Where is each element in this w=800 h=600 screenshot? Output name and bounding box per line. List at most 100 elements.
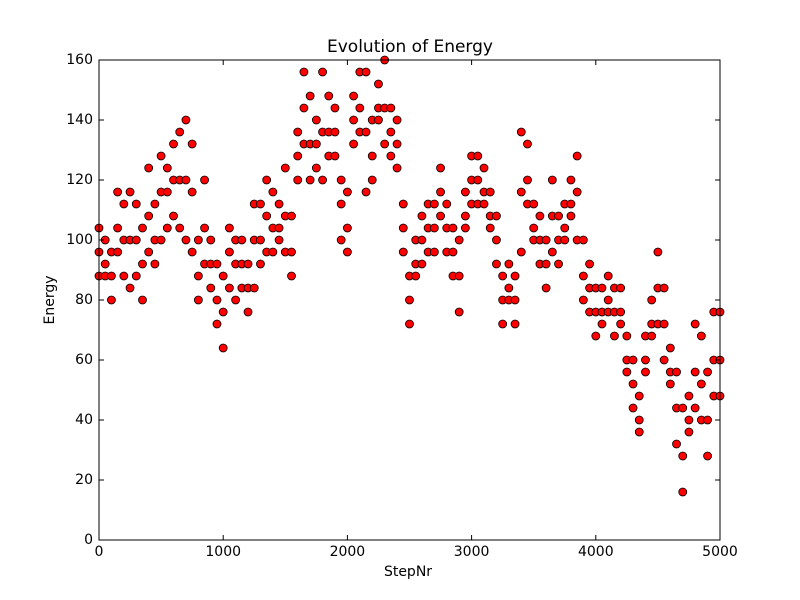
- point: [144, 247, 154, 257]
- point: [659, 319, 669, 329]
- point: [131, 199, 141, 209]
- point: [374, 115, 383, 125]
- point: [684, 415, 694, 425]
- point: [299, 103, 309, 113]
- point: [181, 115, 191, 125]
- point: [256, 259, 265, 269]
- point: [690, 319, 700, 329]
- point: [156, 151, 166, 161]
- point: [504, 259, 514, 269]
- point: [684, 391, 694, 401]
- y-tick-label: 160: [66, 52, 93, 68]
- point: [597, 283, 607, 293]
- point: [231, 295, 241, 305]
- point: [398, 247, 408, 257]
- point: [113, 247, 123, 257]
- point: [566, 199, 576, 209]
- point: [342, 223, 352, 233]
- point: [473, 151, 483, 161]
- point: [206, 235, 216, 245]
- point: [386, 151, 396, 161]
- point: [628, 355, 638, 365]
- point: [547, 175, 557, 185]
- point: [603, 271, 613, 281]
- point: [659, 283, 669, 293]
- y-tick-label: 100: [66, 232, 93, 248]
- point: [696, 379, 706, 389]
- point: [696, 331, 706, 341]
- axes: 0 1000 2000 3000 4000 5000 0 20 40 60 80 100 120 140 1…: [66, 52, 738, 560]
- point: [150, 259, 160, 269]
- point: [436, 211, 445, 221]
- point: [181, 235, 191, 245]
- point: [442, 199, 452, 209]
- point: [665, 343, 675, 353]
- point: [485, 223, 495, 233]
- point: [311, 163, 321, 173]
- point: [578, 235, 588, 245]
- point: [460, 187, 470, 197]
- point: [659, 355, 669, 365]
- point: [169, 139, 178, 149]
- point: [361, 187, 371, 197]
- point: [318, 67, 327, 77]
- point: [218, 343, 228, 353]
- point: [560, 235, 570, 245]
- point: [510, 319, 520, 329]
- point: [125, 187, 135, 197]
- point: [690, 367, 700, 377]
- point: [473, 175, 483, 185]
- point: [616, 283, 626, 293]
- x-tick-label: 4000: [578, 544, 614, 560]
- point: [703, 451, 712, 461]
- point: [603, 295, 613, 305]
- point: [193, 235, 203, 245]
- point: [311, 139, 321, 149]
- point: [665, 379, 675, 389]
- point: [212, 319, 222, 329]
- point: [516, 187, 526, 197]
- point: [187, 247, 197, 257]
- point: [262, 211, 272, 221]
- point: [678, 451, 688, 461]
- point: [162, 187, 172, 197]
- point: [516, 247, 526, 257]
- point: [572, 187, 582, 197]
- point: [131, 235, 141, 245]
- point: [460, 211, 470, 221]
- y-tick-label: 80: [75, 292, 93, 308]
- point: [498, 271, 508, 281]
- point: [268, 247, 278, 257]
- point: [448, 247, 458, 257]
- point: [212, 259, 222, 269]
- point: [367, 151, 377, 161]
- point: [256, 199, 265, 209]
- point: [454, 307, 464, 317]
- point: [280, 163, 290, 173]
- point: [429, 199, 439, 209]
- point: [572, 151, 582, 161]
- point: [454, 235, 464, 245]
- point: [672, 367, 681, 377]
- point: [585, 259, 594, 269]
- point: [243, 307, 253, 317]
- x-tick-label: 0: [95, 544, 104, 560]
- point: [361, 67, 371, 77]
- point: [547, 247, 557, 257]
- point: [138, 295, 147, 305]
- point: [311, 115, 321, 125]
- point: [200, 175, 209, 185]
- point: [392, 139, 402, 149]
- point: [647, 295, 657, 305]
- point: [454, 271, 464, 281]
- point: [218, 271, 228, 281]
- point: [305, 91, 315, 101]
- point: [634, 391, 644, 401]
- point: [193, 295, 203, 305]
- chart-title: Evolution of Energy: [327, 37, 493, 57]
- point: [535, 211, 545, 221]
- point: [349, 91, 359, 101]
- y-tick-label: 20: [75, 472, 93, 488]
